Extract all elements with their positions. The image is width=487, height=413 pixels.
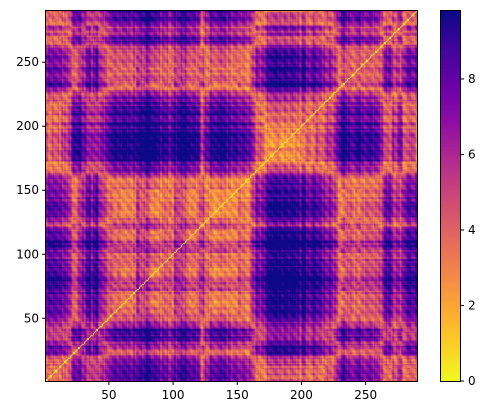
x-axis: 50 100 150 200 250 (101, 381, 377, 402)
x-tick-label: 200 (290, 388, 313, 402)
y-tick-label: 50 (24, 311, 39, 325)
heatmap-plot-area (45, 10, 418, 382)
y-axis: 50 100 150 200 250 (16, 55, 46, 325)
x-tick-label: 150 (226, 388, 249, 402)
colorbar-axis: 0 2 4 6 8 (460, 72, 476, 388)
colorbar-tick-label: 0 (468, 374, 476, 388)
colorbar-tick-label: 4 (468, 223, 476, 237)
x-tick-label: 250 (354, 388, 377, 402)
colorbar-tick-label: 8 (468, 72, 476, 86)
y-tick-label: 250 (16, 55, 39, 69)
x-tick-label: 50 (101, 388, 116, 402)
y-tick-label: 100 (16, 247, 39, 261)
colorbar-gradient (441, 11, 460, 381)
heatmap-image (46, 11, 417, 381)
colorbar (440, 10, 461, 382)
x-tick-label: 100 (162, 388, 185, 402)
y-tick-label: 200 (16, 119, 39, 133)
colorbar-tick-label: 2 (468, 298, 476, 312)
colorbar-tick-label: 6 (468, 147, 476, 161)
y-tick-label: 150 (16, 183, 39, 197)
